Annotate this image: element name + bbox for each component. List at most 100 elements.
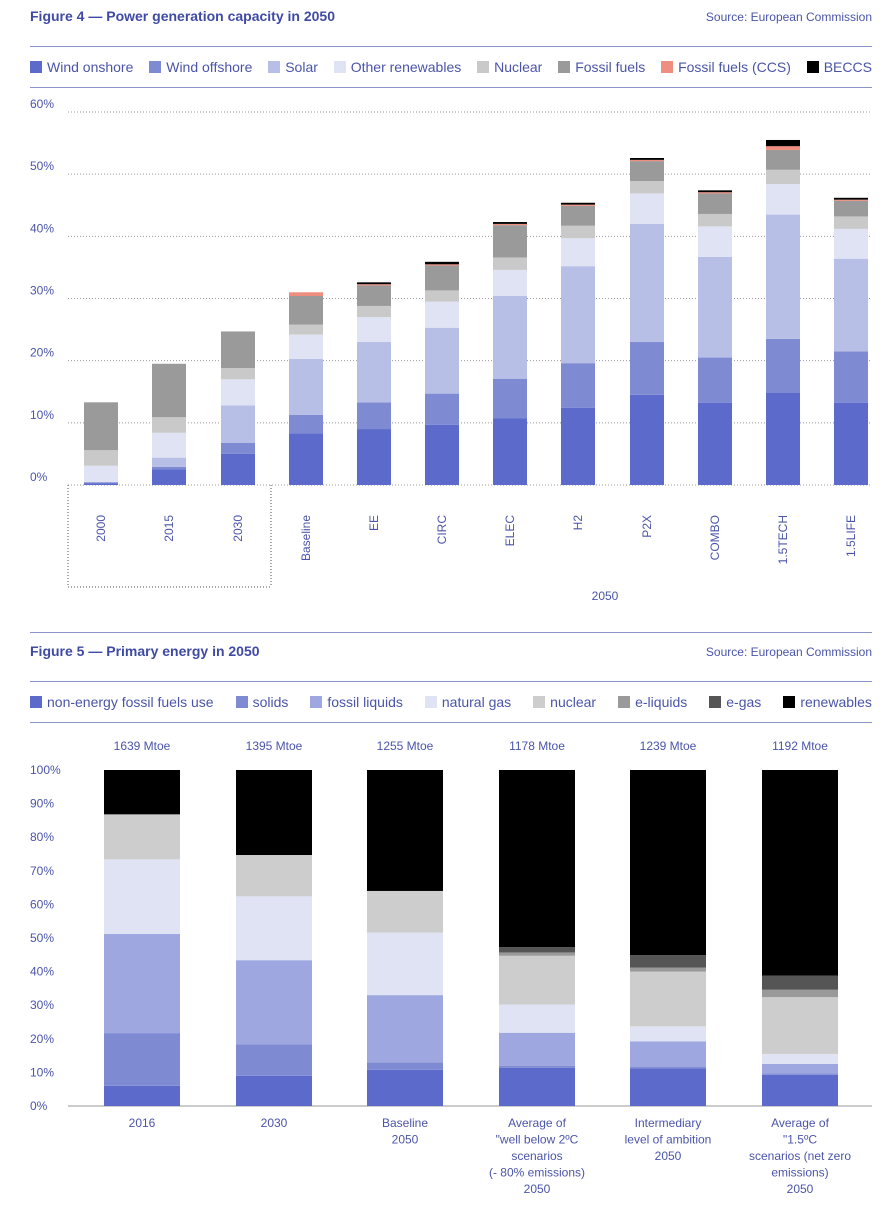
bar-4-fossil-liquids <box>630 1041 706 1068</box>
legend-swatch <box>30 61 42 73</box>
legend-label: nuclear <box>550 694 597 710</box>
bar-combo-other-renewables <box>698 226 732 257</box>
bar-5-non-energy-fossil-fuels-use <box>762 1074 838 1106</box>
x-tick-label: 1.5TECH <box>776 515 790 564</box>
y-tick-label: 70% <box>30 864 54 878</box>
bar-baseline-solar <box>289 358 323 415</box>
legend-item-solar: Solar <box>268 59 318 75</box>
x-tick-label: ELEC <box>503 515 517 547</box>
bar-3-non-energy-fossil-fuels-use <box>499 1067 575 1106</box>
bar-ee-nuclear <box>357 305 391 318</box>
bar-elec-nuclear <box>493 257 527 270</box>
x-tick-label: 2050 <box>655 1149 682 1163</box>
x-tick-label: 2016 <box>129 1116 156 1130</box>
x-tick-label: (- 80% emissions) <box>489 1166 585 1180</box>
bar-circ-fossil-fuels-ccs <box>425 264 459 266</box>
y-tick-label: 60% <box>30 897 54 911</box>
bar-baseline-nuclear <box>289 324 323 335</box>
bar-2015-wind-offshore <box>152 466 186 470</box>
bar-p2x-other-renewables <box>630 193 664 224</box>
figure-4-legend: Wind onshore Wind offshore Solar Other r… <box>30 47 872 87</box>
bar-5-solids <box>762 1073 838 1075</box>
bar-baseline-fossil-fuels-ccs <box>289 292 323 297</box>
bar-h2-wind-onshore <box>561 407 595 485</box>
bar-h2-other-renewables <box>561 238 595 267</box>
bar-circ-beccs <box>425 261 459 265</box>
bar-1-5life-fossil-fuels-ccs <box>834 199 868 201</box>
bar-2015-other-renewables <box>152 432 186 458</box>
bar-5-e-liquids <box>762 989 838 998</box>
y-tick-label: 20% <box>30 1032 54 1046</box>
total-label: 1255 Mtoe <box>377 739 434 753</box>
legend-label: BECCS <box>823 59 872 75</box>
bar-3-e-gas <box>499 947 575 953</box>
legend-item-nuclear: nuclear <box>533 694 596 710</box>
x-tick-label: 2050 <box>392 1133 419 1147</box>
bar-3-solids <box>499 1065 575 1068</box>
bar-0-natural-gas <box>104 859 180 934</box>
legend-item-non-energy-fossil: non-energy fossil fuels use <box>30 694 214 710</box>
x-tick-label: 2050 <box>524 1182 551 1196</box>
bar-circ-other-renewables <box>425 301 459 328</box>
x-tick-label: H2 <box>571 515 585 531</box>
legend-item-fossil-fuels-ccs: Fossil fuels (CCS) <box>661 59 791 75</box>
bar-1-non-energy-fossil-fuels-use <box>236 1075 312 1106</box>
legend-item-other-renewables: Other renewables <box>333 59 461 75</box>
bar-1-fossil-liquids <box>236 960 312 1045</box>
bar-2-non-energy-fossil-fuels-use <box>367 1069 443 1106</box>
bar-combo-fossil-fuels <box>698 193 732 214</box>
bar-h2-nuclear <box>561 225 595 239</box>
x-tick-label: Baseline <box>382 1116 428 1130</box>
legend-item-e-gas: e-gas <box>709 694 761 710</box>
bar-5-nuclear <box>762 997 838 1054</box>
bar-elec-wind-offshore <box>493 378 527 419</box>
bar-1-nuclear <box>236 855 312 897</box>
bar-p2x-nuclear <box>630 181 664 194</box>
bar-2000-wind-offshore <box>84 482 118 484</box>
bar-circ-nuclear <box>425 290 459 302</box>
bar-elec-wind-onshore <box>493 418 527 485</box>
legend-label: natural gas <box>441 694 512 710</box>
figure-4-source: Source: European Commission <box>705 10 872 24</box>
legend-swatch <box>618 696 631 708</box>
figure-5-title: Figure 5 — Primary energy in 2050 <box>30 643 260 659</box>
bar-1-5life-other-renewables <box>834 228 868 259</box>
legend-swatch <box>235 696 248 708</box>
figure-4-top-rule <box>30 46 872 47</box>
bar-ee-fossil-fuels <box>357 285 391 306</box>
bar-1-5tech-fossil-fuels <box>766 149 800 170</box>
bar-2-renewables <box>367 770 443 891</box>
legend-swatch <box>30 696 42 708</box>
bar-ee-wind-onshore <box>357 429 391 485</box>
bar-1-solids <box>236 1044 312 1076</box>
legend-label: e-liquids <box>635 694 688 710</box>
legend-item-renewables: renewables <box>783 694 872 710</box>
bar-5-fossil-liquids <box>762 1064 838 1074</box>
legend-label: fossil liquids <box>327 694 403 710</box>
total-label: 1192 Mtoe <box>772 739 828 753</box>
y-tick-label: 50% <box>30 159 54 173</box>
x-tick-label: 2030 <box>261 1116 288 1130</box>
bar-ee-fossil-fuels-ccs <box>357 284 391 286</box>
x-tick-label: scenarios <box>511 1149 562 1163</box>
legend-label: Wind onshore <box>47 59 134 75</box>
legend-swatch <box>424 696 437 708</box>
bar-ee-beccs <box>357 282 391 285</box>
legend-label: renewables <box>800 694 872 710</box>
legend-swatch <box>661 61 674 73</box>
figure-5-legend-rule <box>30 722 872 723</box>
bar-4-non-energy-fossil-fuels-use <box>630 1068 706 1106</box>
bar-2015-wind-onshore <box>152 469 186 485</box>
bar-elec-fossil-fuels <box>493 225 527 258</box>
bar-h2-beccs <box>561 202 595 205</box>
legend-swatch <box>149 61 162 73</box>
legend-label: non-energy fossil fuels use <box>47 694 214 710</box>
y-tick-label: 90% <box>30 797 54 811</box>
bar-2030-other-renewables <box>221 379 255 406</box>
bar-2015-solar <box>152 457 186 467</box>
x-tick-label: level of ambition <box>625 1133 712 1147</box>
bar-circ-solar <box>425 327 459 394</box>
bar-1-5life-solar <box>834 258 868 352</box>
bar-2000-fossil-fuels <box>84 402 118 451</box>
figure-5: Figure 5 — Primary energy in 2050 Source… <box>30 643 872 723</box>
